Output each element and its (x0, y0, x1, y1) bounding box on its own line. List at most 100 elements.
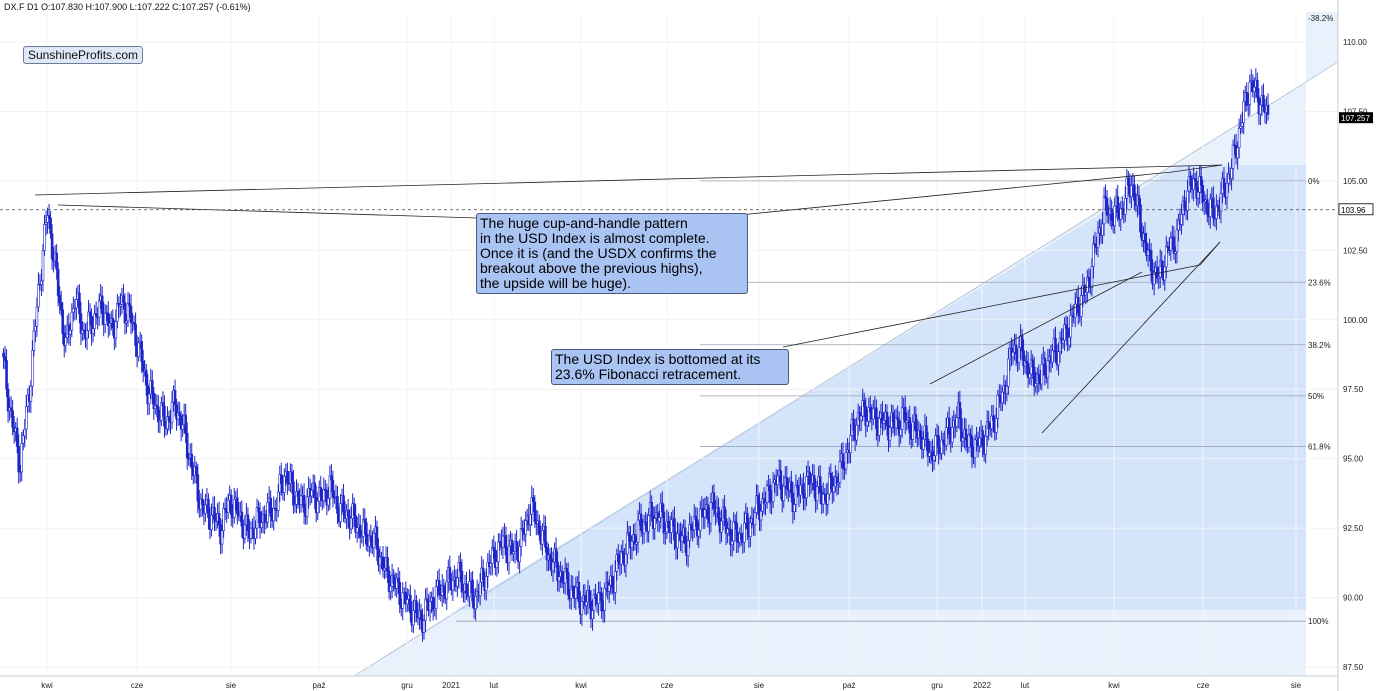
candle-body (1202, 201, 1206, 204)
candle-body (691, 529, 694, 531)
fib-level-label: -38.2% (1308, 14, 1333, 23)
x-tick-label: kwi (575, 681, 587, 690)
candle-body (815, 486, 819, 502)
candle-body (363, 519, 367, 524)
candle-body (1139, 204, 1142, 233)
x-tick-label: paź (843, 681, 856, 690)
candle-body (152, 392, 156, 410)
candle-body (481, 567, 485, 580)
candle-body (664, 531, 667, 534)
candle-body (58, 295, 61, 304)
candle-body (739, 533, 743, 540)
candle-body (941, 439, 945, 443)
candle-body (445, 581, 449, 600)
candle-body (155, 404, 159, 408)
candle-body (72, 308, 75, 313)
candle-body (1107, 214, 1110, 216)
candle-body (342, 495, 345, 512)
candle-body (803, 497, 807, 500)
candle-body (551, 561, 555, 572)
x-tick-label: lut (1021, 681, 1030, 690)
candle-body (1028, 373, 1031, 379)
chart-grid (0, 12, 1338, 676)
candle-body (56, 269, 60, 296)
candle-body (888, 427, 892, 441)
candle-body (67, 324, 71, 335)
candle-body (1137, 195, 1141, 205)
candle-body (456, 577, 459, 587)
y-tick-label: 87.50 (1343, 663, 1364, 672)
candle-body (580, 601, 584, 615)
candle-body (1199, 176, 1203, 186)
candle-body (761, 498, 764, 512)
candle-body (1164, 246, 1168, 268)
candle-body (495, 561, 499, 569)
candle-body (204, 504, 207, 514)
candle-body (428, 601, 432, 611)
candle-body (100, 295, 104, 314)
candle-body (791, 492, 795, 513)
candle-body (639, 513, 643, 531)
candle-body (1183, 200, 1186, 209)
candle-body (1031, 359, 1035, 368)
candle-body (167, 416, 171, 422)
candle-body (635, 541, 638, 545)
trend-line (739, 171, 1173, 216)
candle-body (1143, 233, 1147, 243)
candle-body (187, 457, 191, 460)
candle-body (837, 482, 840, 485)
candle-body (94, 313, 98, 317)
candle-body (360, 536, 364, 538)
candle-body (1149, 250, 1153, 272)
candle-body (128, 303, 131, 307)
candle-body (166, 416, 169, 430)
candle-body (339, 503, 342, 523)
candle-body (624, 553, 628, 566)
candle-body (785, 477, 789, 489)
candle-body (796, 484, 799, 489)
candle-body (588, 590, 591, 602)
candle-body (111, 317, 115, 329)
candle-body (1157, 276, 1161, 279)
trend-line (929, 271, 1143, 385)
candle-body (336, 495, 339, 514)
candle-body (1237, 127, 1241, 149)
candle-body (656, 512, 660, 522)
candle-body (442, 585, 446, 593)
candle-body (932, 455, 936, 461)
fibonacci-callout: The USD Index is bottomed at its 23.6% F… (551, 349, 789, 385)
candle-body (396, 577, 400, 583)
candle-body (1193, 178, 1197, 182)
candle-body (733, 521, 737, 524)
candle-body (5, 360, 8, 390)
y-tick-label: 102.50 (1343, 246, 1368, 255)
candle-body (749, 522, 752, 537)
candle-body (1145, 242, 1148, 256)
y-tick-label: 97.50 (1343, 385, 1364, 394)
candle-body (235, 497, 239, 515)
candle-body (844, 452, 848, 470)
candle-body (1177, 219, 1180, 231)
candle-body (990, 415, 994, 429)
candle-body (170, 401, 174, 423)
candle-body (548, 554, 552, 560)
candle-body (712, 492, 716, 509)
candle-body (471, 579, 474, 602)
candle-body (984, 435, 987, 455)
candle-body (519, 528, 523, 547)
candle-body (809, 483, 813, 486)
candle-body (501, 535, 505, 548)
candle-body (392, 574, 395, 584)
x-tick-label: cze (131, 681, 144, 690)
candle-body (636, 519, 640, 543)
candle-body (832, 485, 836, 493)
candle-body (1201, 185, 1205, 204)
trend-line (34, 164, 1223, 196)
candle-body (961, 437, 965, 442)
candle-body (434, 586, 438, 610)
x-tick-label: paź (313, 681, 326, 690)
candle-body (465, 583, 468, 594)
candle-body (545, 547, 549, 561)
candle-body (861, 400, 864, 417)
